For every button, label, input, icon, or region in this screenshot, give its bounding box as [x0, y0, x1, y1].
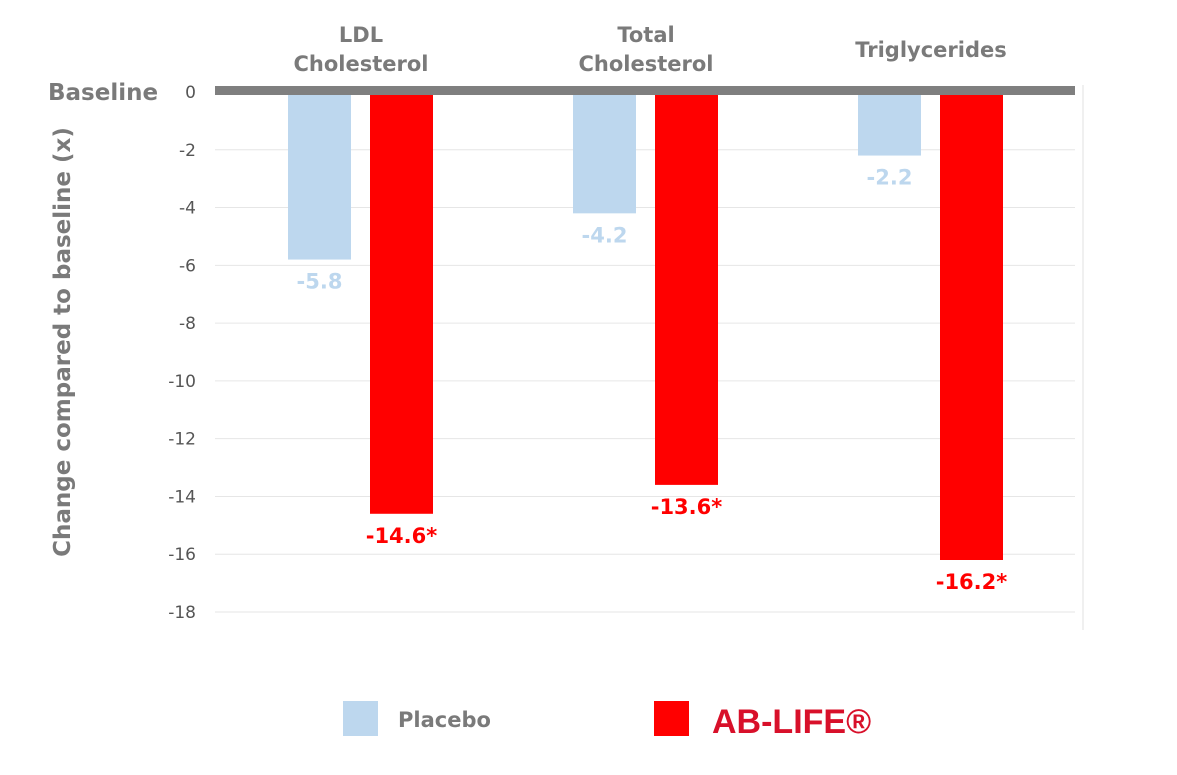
category-label: Cholesterol [294, 52, 429, 76]
legend-swatch-placebo [343, 701, 378, 736]
bar-placebo [858, 92, 921, 156]
y-tick-label: -8 [179, 314, 196, 334]
data-label: -13.6* [651, 495, 723, 519]
category-label: Triglycerides [855, 38, 1007, 62]
y-tick-label: -18 [168, 603, 196, 623]
bar-placebo [288, 92, 351, 260]
legend-label-ab-life-logo: AB-LIFE® [712, 703, 871, 741]
category-label: Total [617, 23, 674, 47]
bar-ab-life [940, 92, 1003, 560]
category-label: Cholesterol [579, 52, 714, 76]
data-label: -2.2 [867, 166, 913, 190]
legend-swatch-ab-life [654, 701, 689, 736]
y-tick-label: -4 [179, 199, 196, 219]
y-tick-label: -12 [168, 430, 196, 450]
category-label: LDL [339, 23, 383, 47]
bar-ab-life [655, 92, 718, 485]
y-axis-label: Change compared to baseline (x) [50, 127, 76, 557]
data-label: -16.2* [936, 570, 1008, 594]
bar-placebo [573, 92, 636, 214]
data-label: -5.8 [297, 270, 343, 294]
y-tick-label: -16 [168, 545, 196, 565]
data-label: -4.2 [582, 223, 628, 247]
y-tick-label: -2 [179, 141, 196, 161]
y-tick-label: -10 [168, 372, 196, 392]
baseline-label: Baseline [48, 80, 158, 106]
y-tick-label: 0 [185, 83, 196, 103]
y-tick-label: -6 [179, 256, 196, 276]
bar-ab-life [370, 92, 433, 514]
y-tick-label: -14 [168, 487, 196, 507]
data-label: -14.6* [366, 524, 438, 548]
legend-label-placebo: Placebo [398, 708, 491, 732]
baseline-bar [215, 86, 1075, 95]
